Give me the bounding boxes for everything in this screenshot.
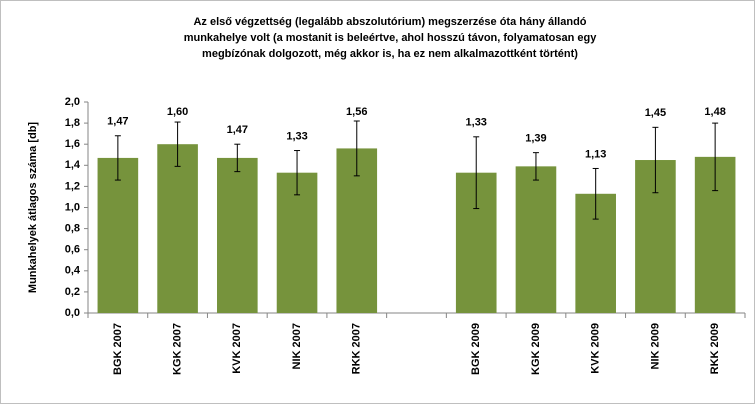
- error-bar: [174, 121, 181, 167]
- data-label: 1,48: [704, 106, 725, 118]
- bar: [276, 172, 318, 313]
- y-tick-label: 1,2: [65, 180, 80, 192]
- chart-title: Az első végzettség (legalább abszolutóri…: [193, 16, 586, 28]
- y-tick-label: 0,2: [65, 286, 80, 298]
- y-tick-label: 1,4: [65, 159, 81, 171]
- data-label: 1,33: [466, 117, 487, 129]
- y-tick-label: 2,0: [65, 96, 80, 108]
- y-tick-label: 0,4: [65, 265, 81, 277]
- data-label: 1,47: [107, 116, 128, 128]
- y-tick-label: 1,8: [65, 117, 80, 129]
- data-label: 1,45: [645, 107, 666, 119]
- data-label: 1,39: [525, 133, 546, 145]
- error-bar: [114, 135, 121, 181]
- y-tick-label: 0,8: [65, 223, 80, 235]
- error-bar: [712, 122, 719, 192]
- error-bar: [592, 167, 599, 220]
- x-tick-label: RKK 2009: [709, 323, 721, 374]
- x-tick-label: KGK 2009: [530, 323, 542, 375]
- error-bar: [532, 152, 539, 181]
- y-tick-label: 0,6: [65, 244, 80, 256]
- data-label: 1,47: [227, 124, 248, 136]
- y-tick-label: 1,0: [65, 201, 80, 213]
- error-bar: [652, 126, 659, 194]
- y-axis-label: Munkahelyek átlagos száma [db]: [27, 122, 39, 293]
- error-bar: [294, 150, 301, 196]
- data-label: 1,33: [286, 130, 307, 142]
- x-tick-label: NIK 2009: [649, 323, 661, 369]
- y-tick-label: 1,6: [65, 138, 80, 150]
- bar: [97, 157, 139, 313]
- chart-title: megbízónak dolgozott, még akkor is, ha e…: [202, 48, 578, 60]
- data-label: 1,60: [167, 106, 188, 118]
- error-bar: [473, 136, 480, 210]
- x-tick-label: BGK 2009: [470, 323, 482, 375]
- data-label: 1,56: [346, 106, 367, 118]
- x-tick-label: KGK 2007: [171, 323, 183, 375]
- y-tick-label: 0,0: [65, 307, 80, 319]
- error-bar: [353, 120, 360, 177]
- bar: [217, 157, 258, 313]
- x-tick-label: BGK 2007: [112, 323, 124, 375]
- bar: [157, 144, 198, 313]
- x-tick-label: RKK 2007: [351, 323, 363, 374]
- data-label: 1,13: [585, 148, 606, 160]
- error-bar: [234, 143, 241, 173]
- x-tick-label: NIK 2007: [291, 323, 303, 369]
- x-tick-label: KVK 2007: [231, 323, 243, 374]
- x-tick-label: KVK 2009: [590, 323, 602, 374]
- chart-title: munkahelye volt (a mostanit is beleértve…: [184, 32, 598, 44]
- bar: [515, 166, 557, 313]
